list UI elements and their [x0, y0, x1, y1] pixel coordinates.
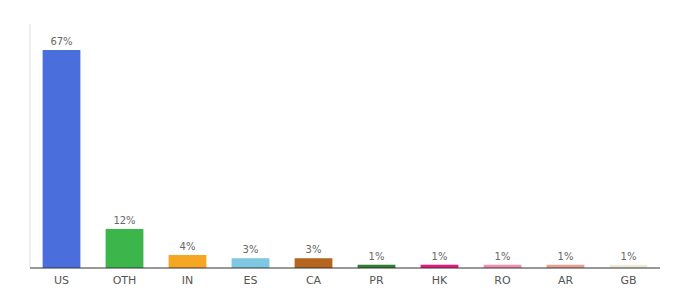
x-tick-label: RO: [494, 274, 511, 287]
x-tick-label: HK: [432, 274, 448, 287]
y-axis-line: [30, 24, 31, 268]
bar: [43, 50, 81, 268]
x-tick-label: IN: [182, 274, 193, 287]
chart-container: US 67% OTH 12% IN 4% ES 3% CA 3% PR 1% HK 1% RO 1% AR 1% G…: [0, 0, 680, 300]
data-label: 12%: [113, 215, 135, 226]
x-axis-line: [30, 267, 660, 268]
bar: [169, 255, 207, 268]
bar: [295, 258, 333, 268]
x-tick-label: CA: [306, 274, 322, 287]
data-label: 3%: [243, 244, 259, 255]
data-label: 1%: [432, 251, 448, 262]
bar: [232, 258, 270, 268]
data-label: 1%: [558, 251, 574, 262]
data-label: 1%: [369, 251, 385, 262]
x-tick-label: OTH: [113, 274, 137, 287]
data-label: 1%: [621, 251, 637, 262]
data-label: 1%: [495, 251, 511, 262]
data-label: 3%: [306, 244, 322, 255]
x-tick-label: AR: [558, 274, 574, 287]
x-tick-label: GB: [620, 274, 636, 287]
bar: [106, 229, 144, 268]
data-label: 4%: [180, 241, 196, 252]
chart: US 67% OTH 12% IN 4% ES 3% CA 3% PR 1% HK 1% RO 1% AR 1% G…: [0, 0, 680, 300]
x-tick-label: ES: [244, 274, 258, 287]
data-label: 67%: [50, 36, 72, 47]
x-tick-label: PR: [369, 274, 384, 287]
bars: [43, 50, 648, 268]
x-tick-label: US: [54, 274, 69, 287]
